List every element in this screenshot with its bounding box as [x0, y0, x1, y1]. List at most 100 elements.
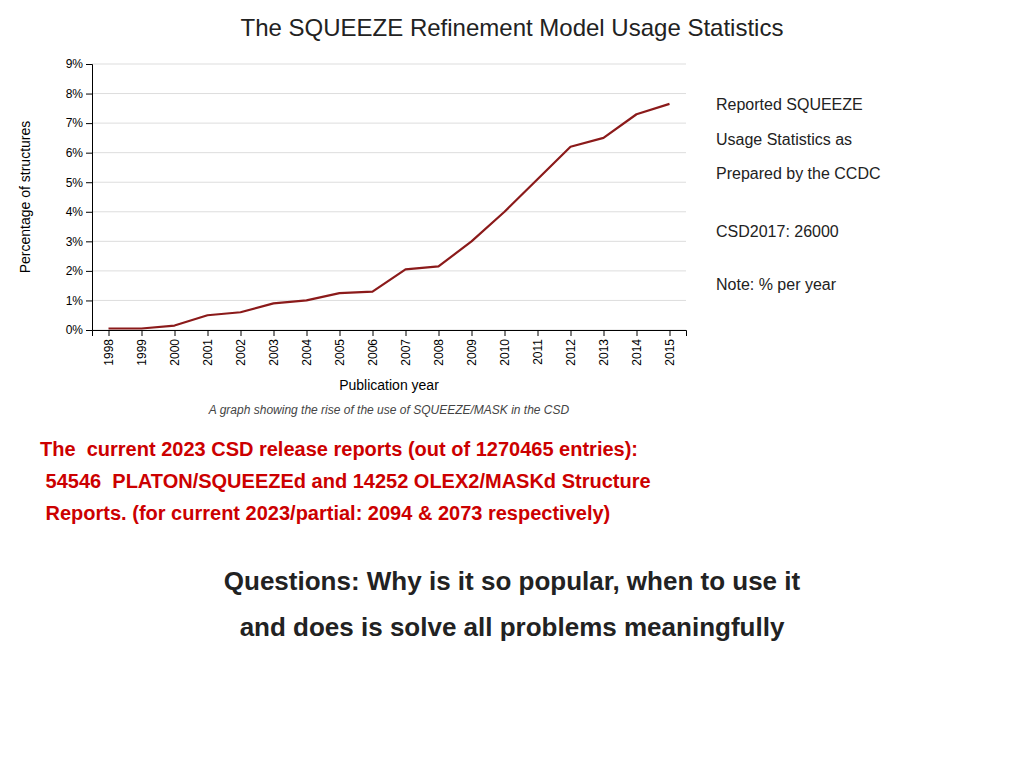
tick-mark [274, 330, 275, 336]
tick-mark [571, 330, 572, 336]
grid-line [92, 270, 686, 271]
tick-mark [86, 153, 92, 154]
tick-mark [439, 330, 440, 336]
tick-mark [142, 330, 143, 336]
grid-line [92, 241, 686, 242]
tick-label: 6% [66, 146, 84, 160]
annotation: Note: % per year [716, 276, 837, 293]
y-tick: 6% [66, 146, 92, 160]
x-axis: 1998 1999 2000 2001 2002 2003 2004 2005 2006 2007… [93, 330, 687, 366]
grid-line [92, 211, 686, 212]
x-tick: 2013 [597, 330, 611, 366]
x-tick: 2009 [465, 330, 479, 366]
x-tick: 2014 [630, 330, 644, 366]
x-tick: 1999 [135, 330, 149, 366]
tick-label: 7% [66, 116, 84, 130]
tick-mark [307, 330, 308, 336]
tick-label: 2013 [597, 339, 611, 366]
tick-label: 2005 [333, 339, 347, 366]
tick-label: 2003 [267, 339, 281, 366]
x-tick: 2010 [498, 330, 512, 366]
y-tick: 2% [66, 264, 92, 278]
y-tick: 9% [66, 57, 92, 71]
y-tick: 3% [66, 235, 92, 249]
tick-mark [86, 64, 92, 65]
tick-mark [86, 123, 92, 124]
tick-label: 2011 [531, 339, 545, 365]
x-tick: 2011 [531, 330, 545, 365]
tick-label: 2009 [465, 339, 479, 366]
tick-mark [538, 330, 539, 336]
grid-line [92, 300, 686, 301]
x-axis-title: Publication year [339, 377, 439, 393]
annotation: Questions: Why is it so popular, when to… [224, 566, 801, 596]
y-tick: 0% [66, 323, 92, 337]
x-tick: 2007 [399, 330, 413, 366]
tick-label: 3% [66, 235, 84, 249]
tick-mark [670, 330, 671, 336]
annotation: The current 2023 CSD release reports (ou… [40, 438, 638, 460]
x-tick: 2008 [432, 330, 446, 366]
tick-label: 1999 [135, 339, 149, 366]
x-tick: 2015 [663, 330, 677, 366]
tick-mark [340, 330, 341, 336]
tick-label: 2007 [399, 339, 413, 366]
tick-mark [175, 330, 176, 336]
tick-label: 2001 [201, 339, 215, 366]
grid-line [92, 64, 686, 65]
annotation: and does is solve all problems meaningfu… [240, 612, 785, 642]
x-tick: 2002 [234, 330, 248, 366]
grid-line [92, 152, 686, 153]
tick-label: 2015 [663, 339, 677, 366]
y-tick: 1% [66, 294, 92, 308]
tick-label: 2008 [432, 339, 446, 366]
tick-mark [86, 271, 92, 272]
annotation: CSD2017: 26000 [716, 223, 839, 240]
grid-line [92, 93, 686, 94]
y-tick: 8% [66, 87, 92, 101]
tick-label: 9% [66, 57, 84, 71]
y-axis-title: Percentage of structures [17, 121, 33, 274]
tick-label: 2012 [564, 339, 578, 366]
tick-label: 2014 [630, 339, 644, 366]
x-tick: 2006 [366, 330, 380, 366]
annotation: Reported SQUEEZE [716, 96, 863, 113]
tick-label: 2006 [366, 339, 380, 366]
tick-label: 5% [66, 176, 84, 190]
grid-line [92, 123, 686, 124]
x-tick: 2004 [300, 330, 314, 366]
y-tick: 4% [66, 205, 92, 219]
plot-area [109, 104, 670, 329]
tick-mark [604, 330, 605, 336]
tick-mark [472, 330, 473, 336]
tick-mark [406, 330, 407, 336]
tick-label: 2004 [300, 339, 314, 366]
annotation: Prepared by the CCDC [716, 165, 881, 182]
x-tick: 2012 [564, 330, 578, 366]
annotation: Usage Statistics as [716, 131, 852, 148]
tick-label: 2% [66, 264, 84, 278]
tick-label: 2002 [234, 339, 248, 366]
tick-mark [86, 330, 92, 331]
tick-mark [241, 330, 242, 336]
tick-label: 4% [66, 205, 84, 219]
x-tick: 2003 [267, 330, 281, 366]
tick-mark [373, 330, 374, 336]
tick-mark [637, 330, 638, 336]
grid-line [92, 182, 686, 183]
tick-mark [86, 94, 92, 95]
annotation: Reports. (for current 2023/partial: 2094… [40, 502, 610, 524]
tick-label: 1998 [102, 339, 116, 366]
x-tick: 2000 [168, 330, 182, 366]
chart: The SQUEEZE Refinement Model Usage Stati… [0, 0, 1024, 768]
tick-mark [86, 182, 92, 183]
tick-label: 0% [66, 323, 84, 337]
axis-line [86, 65, 93, 331]
tick-label: 2010 [498, 339, 512, 366]
tick-mark [86, 212, 92, 213]
grid [92, 64, 686, 330]
axis-line [93, 331, 687, 337]
tick-label: 2000 [168, 339, 182, 366]
tick-mark [208, 330, 209, 336]
tick-label: 1% [66, 294, 84, 308]
